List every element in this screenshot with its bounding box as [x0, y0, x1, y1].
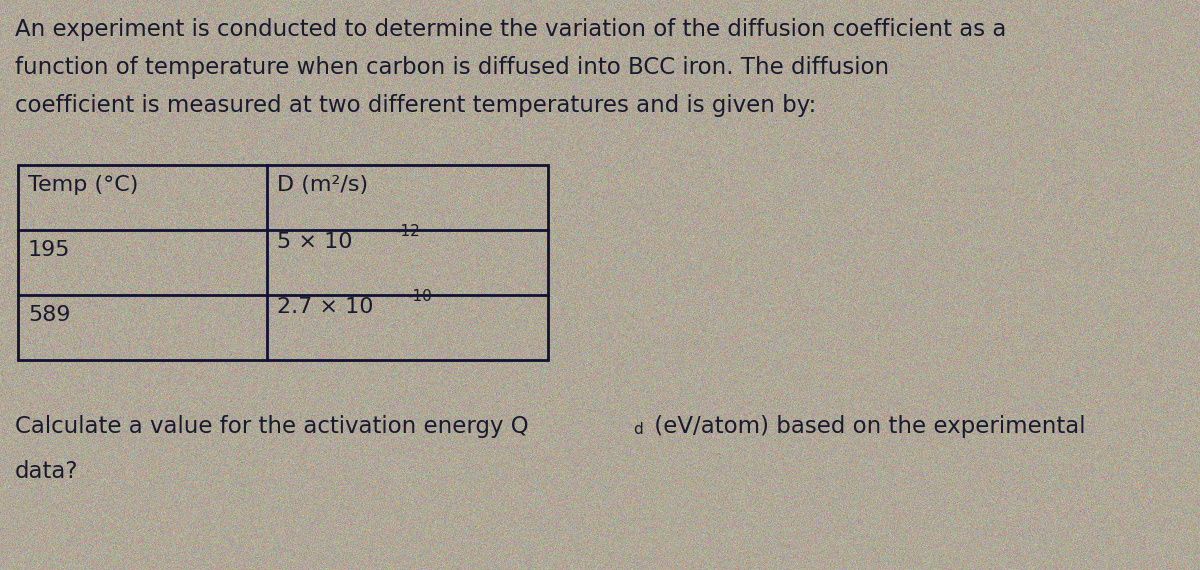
Text: 589: 589 — [28, 305, 71, 325]
Text: Temp (°C): Temp (°C) — [28, 175, 138, 195]
Text: An experiment is conducted to determine the variation of the diffusion coefficie: An experiment is conducted to determine … — [14, 18, 1007, 41]
Text: -10: -10 — [407, 289, 432, 304]
Text: 5 × 10: 5 × 10 — [277, 232, 353, 252]
Text: data?: data? — [14, 460, 78, 483]
Text: Calculate a value for the activation energy Q: Calculate a value for the activation ene… — [14, 415, 529, 438]
Text: 195: 195 — [28, 240, 71, 260]
Text: coefficient is measured at two different temperatures and is given by:: coefficient is measured at two different… — [14, 94, 816, 117]
Text: (eV/atom) based on the experimental: (eV/atom) based on the experimental — [647, 415, 1086, 438]
Text: -12: -12 — [395, 224, 420, 239]
Text: function of temperature when carbon is diffused into BCC iron. The diffusion: function of temperature when carbon is d… — [14, 56, 889, 79]
Text: D (m²/s): D (m²/s) — [277, 175, 368, 195]
Text: d: d — [634, 422, 643, 437]
Text: 2.7 × 10: 2.7 × 10 — [277, 297, 373, 317]
Bar — [18, 165, 548, 360]
